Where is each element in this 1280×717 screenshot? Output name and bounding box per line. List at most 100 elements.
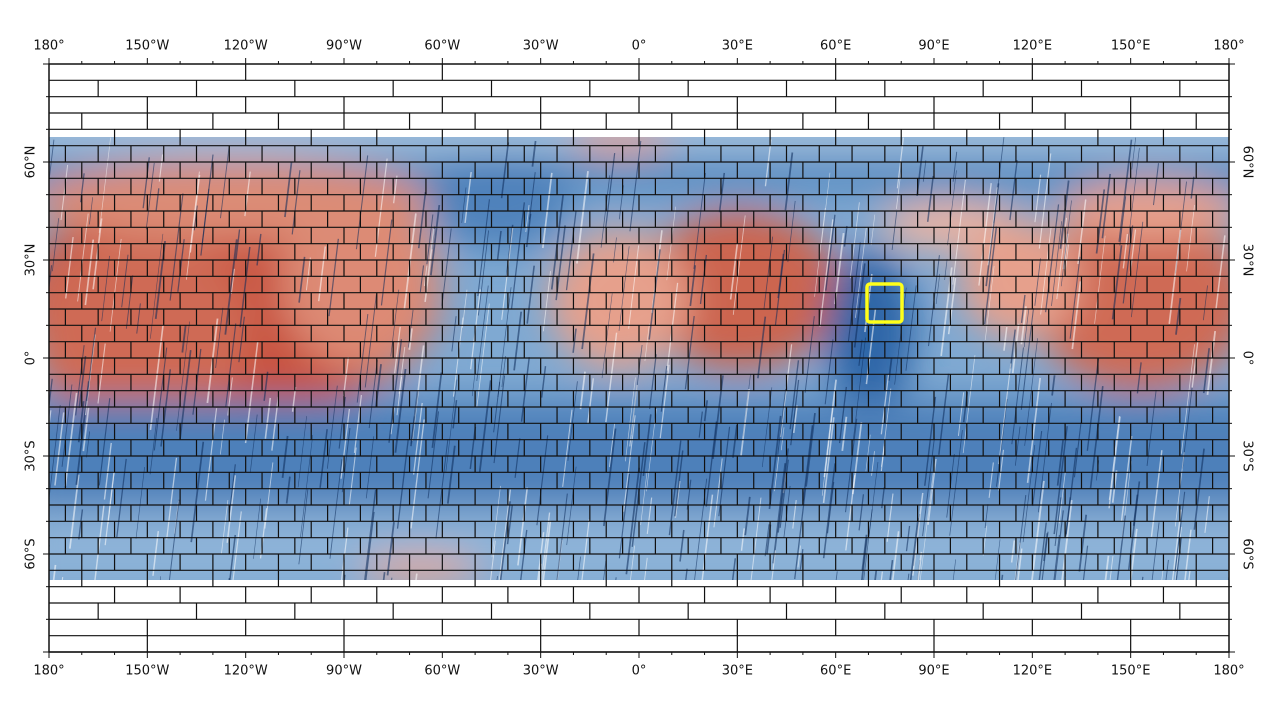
streak — [1108, 416, 1121, 509]
streak — [994, 539, 1001, 580]
streak — [774, 456, 780, 492]
streak — [987, 187, 998, 266]
streak — [49, 410, 52, 431]
streak — [185, 171, 200, 280]
longitude-label: 90°W — [326, 664, 362, 679]
streak — [572, 328, 577, 353]
streak — [905, 285, 917, 371]
streak — [1064, 576, 1066, 580]
streak — [1058, 472, 1066, 524]
streak — [1152, 163, 1160, 206]
streak — [629, 384, 638, 447]
streak — [235, 229, 241, 261]
streak — [861, 537, 868, 580]
streak — [526, 265, 535, 324]
streak — [615, 577, 617, 580]
streak — [368, 360, 378, 429]
streak — [772, 463, 787, 564]
streak — [514, 438, 521, 478]
streak — [542, 271, 551, 332]
streak — [731, 558, 737, 580]
streak — [640, 472, 648, 526]
streak — [49, 544, 50, 552]
streak — [1053, 534, 1060, 580]
streak — [513, 311, 523, 371]
streak — [525, 213, 532, 248]
streak — [550, 194, 564, 290]
longitude-label: 120°W — [224, 664, 268, 679]
latitude-label: 60°S — [24, 538, 39, 569]
streak — [1003, 326, 1008, 351]
streak — [870, 214, 876, 246]
streak — [605, 152, 616, 228]
streak — [684, 315, 695, 390]
streak — [926, 175, 934, 222]
streak — [238, 316, 245, 363]
streak — [54, 412, 65, 486]
streak — [97, 343, 106, 404]
streak — [909, 518, 919, 580]
streak — [1045, 204, 1060, 313]
streak — [1024, 338, 1038, 446]
streak — [852, 337, 866, 442]
streak — [446, 445, 456, 504]
streak — [92, 218, 103, 290]
streak — [225, 323, 237, 407]
streak — [353, 394, 362, 453]
streak — [540, 366, 547, 398]
streak — [391, 577, 393, 580]
streak — [61, 576, 64, 580]
latitude-label: 30°N — [24, 244, 39, 277]
streak — [764, 524, 770, 557]
streak — [729, 243, 739, 300]
streak — [821, 172, 831, 244]
streak — [149, 417, 158, 475]
streak — [427, 411, 439, 499]
streak — [799, 549, 804, 570]
streak — [797, 545, 801, 568]
streak — [496, 230, 502, 261]
streak — [300, 434, 314, 538]
streak — [660, 365, 668, 412]
streak — [998, 363, 1012, 465]
streak — [510, 202, 525, 310]
streak — [844, 418, 858, 513]
streak — [674, 480, 681, 518]
longitude-label: 90°E — [918, 664, 949, 679]
streak — [342, 356, 350, 397]
streak — [685, 568, 688, 580]
streak — [410, 391, 419, 447]
streak — [703, 400, 708, 422]
streak — [121, 254, 129, 308]
streak — [1191, 341, 1199, 388]
longitude-label: 60°E — [820, 664, 851, 679]
longitude-label: 120°E — [1013, 664, 1053, 679]
streak — [993, 137, 1005, 224]
streak — [382, 572, 386, 580]
streak — [189, 174, 201, 253]
streak — [984, 265, 995, 341]
streak — [520, 357, 530, 422]
longitude-label: 120°W — [224, 39, 268, 54]
longitude-label: 120°E — [1013, 39, 1053, 54]
streak — [576, 171, 589, 264]
streak — [1009, 160, 1018, 221]
streak — [365, 436, 375, 499]
streak — [952, 559, 956, 580]
streak — [905, 525, 911, 552]
streak — [1009, 329, 1016, 369]
streak — [181, 325, 187, 353]
streak — [227, 377, 233, 416]
streak — [1116, 515, 1126, 580]
streak — [200, 154, 214, 256]
streak — [109, 238, 122, 332]
streak — [431, 372, 443, 448]
streak — [284, 161, 293, 218]
streak — [625, 377, 636, 462]
streak — [962, 355, 976, 454]
streak — [145, 162, 155, 230]
streak — [623, 415, 636, 512]
streak — [493, 375, 506, 464]
streak — [802, 425, 814, 501]
streak — [1109, 556, 1114, 580]
